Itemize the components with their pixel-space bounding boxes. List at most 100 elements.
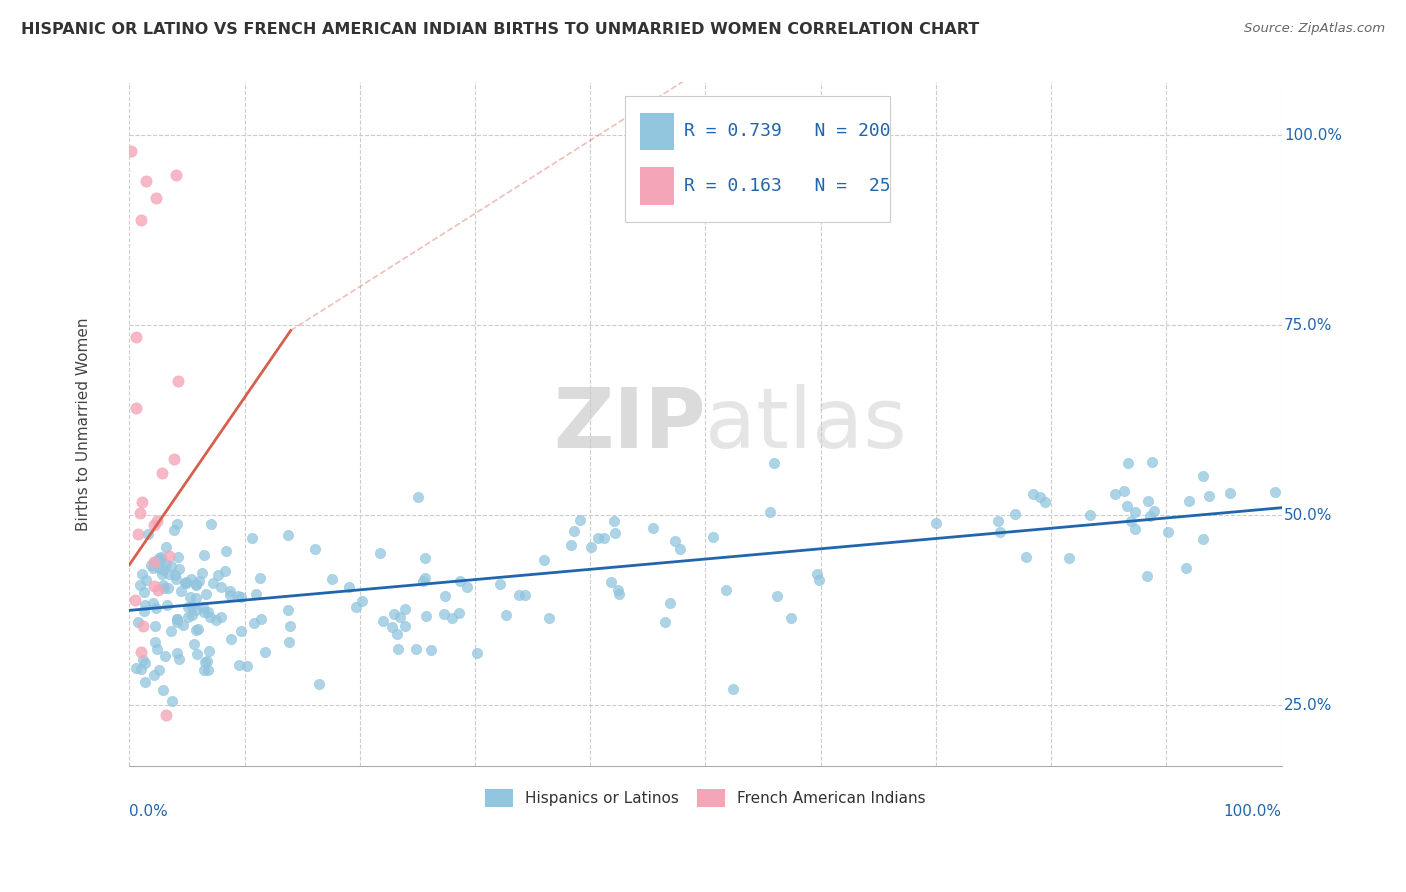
Point	[1078, 508, 1101, 522]
Point	[157, 581, 180, 595]
Point	[129, 644, 152, 658]
Point	[382, 607, 405, 621]
Point	[160, 694, 183, 708]
Point	[1156, 524, 1178, 539]
Point	[167, 374, 190, 388]
Point	[166, 646, 188, 660]
Point	[495, 607, 517, 622]
Point	[162, 523, 184, 537]
Point	[174, 576, 197, 591]
Point	[278, 635, 301, 649]
Point	[184, 578, 207, 592]
Point	[277, 603, 299, 617]
Point	[132, 653, 155, 667]
Text: 75.0%: 75.0%	[1284, 318, 1333, 333]
Point	[599, 574, 621, 589]
Point	[714, 583, 737, 598]
Text: 25.0%: 25.0%	[1284, 698, 1333, 713]
Point	[1136, 569, 1159, 583]
Point	[194, 587, 217, 601]
Point	[1022, 487, 1045, 501]
Point	[1116, 500, 1139, 514]
Point	[219, 632, 242, 647]
Point	[197, 605, 219, 619]
Point	[183, 637, 205, 651]
Point	[605, 526, 627, 541]
Point	[157, 549, 180, 563]
Point	[253, 645, 276, 659]
Point	[200, 516, 222, 531]
Point	[166, 612, 188, 626]
Point	[405, 641, 427, 656]
Text: R = 0.739   N = 200: R = 0.739 N = 200	[683, 122, 890, 140]
Point	[202, 575, 225, 590]
Point	[389, 610, 412, 624]
Point	[155, 557, 177, 571]
Point	[181, 599, 204, 613]
Point	[560, 538, 582, 552]
Point	[249, 571, 271, 585]
Point	[806, 567, 828, 582]
Point	[1192, 533, 1215, 547]
Point	[149, 553, 172, 567]
Point	[562, 524, 585, 538]
Point	[381, 620, 404, 634]
Point	[669, 542, 692, 557]
Point	[150, 566, 173, 581]
Text: Source: ZipAtlas.com: Source: ZipAtlas.com	[1244, 22, 1385, 36]
Point	[779, 611, 801, 625]
Point	[569, 513, 592, 527]
Point	[1178, 493, 1201, 508]
Point	[538, 610, 561, 624]
Point	[762, 456, 785, 470]
Point	[226, 589, 249, 603]
Point	[176, 609, 198, 624]
Point	[129, 213, 152, 227]
Point	[135, 174, 157, 188]
Point	[163, 568, 186, 582]
Point	[766, 589, 789, 603]
Point	[143, 668, 166, 682]
Point	[488, 576, 510, 591]
Point	[1142, 455, 1164, 469]
Point	[145, 191, 167, 205]
Point	[337, 580, 360, 594]
Point	[127, 615, 149, 630]
Point	[186, 624, 208, 638]
Text: HISPANIC OR LATINO VS FRENCH AMERICAN INDIAN BIRTHS TO UNMARRIED WOMEN CORRELATI: HISPANIC OR LATINO VS FRENCH AMERICAN IN…	[21, 22, 980, 37]
Point	[149, 549, 172, 564]
Point	[155, 541, 177, 555]
Point	[371, 614, 394, 628]
Point	[350, 594, 373, 608]
Point	[177, 599, 200, 614]
Point	[723, 681, 745, 696]
Point	[1112, 483, 1135, 498]
Point	[120, 779, 142, 793]
Point	[180, 572, 202, 586]
Point	[205, 613, 228, 627]
Point	[1119, 514, 1142, 528]
Point	[186, 648, 208, 662]
Point	[153, 649, 176, 664]
Text: Births to Unmarried Women: Births to Unmarried Women	[76, 318, 91, 531]
Point	[603, 514, 626, 528]
Point	[308, 676, 330, 690]
Point	[1104, 487, 1126, 501]
Point	[236, 659, 259, 673]
Point	[243, 615, 266, 630]
Point	[198, 609, 221, 624]
Point	[146, 582, 169, 597]
Point	[191, 566, 214, 580]
Point	[184, 603, 207, 617]
Point	[193, 664, 215, 678]
Point	[1264, 485, 1286, 500]
Point	[165, 572, 187, 586]
Text: 100.0%: 100.0%	[1284, 128, 1341, 143]
Point	[120, 144, 142, 158]
Point	[412, 574, 434, 589]
Point	[1123, 505, 1146, 519]
Point	[1057, 551, 1080, 566]
Point	[249, 612, 271, 626]
Point	[127, 527, 149, 541]
Point	[278, 619, 301, 633]
